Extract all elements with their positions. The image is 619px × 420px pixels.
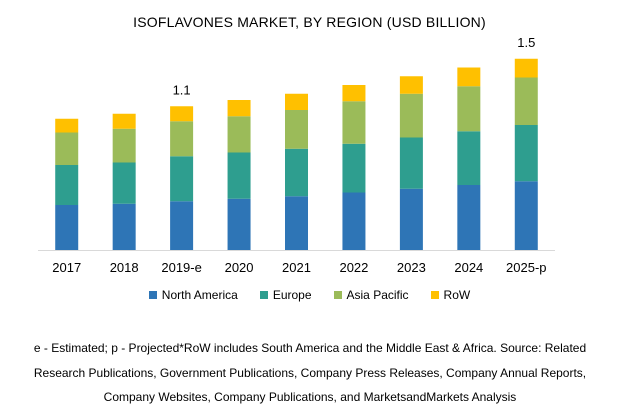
- bar-segment: [514, 125, 538, 182]
- footnote-line: Research Publications, Government Public…: [33, 365, 587, 380]
- x-tick-label: 2023: [397, 260, 426, 275]
- bar-segment: [457, 185, 481, 250]
- legend-label: Europe: [272, 288, 312, 302]
- legend: North America Europe Asia Pacific RoW: [0, 288, 619, 302]
- x-tick-label: 2020: [225, 260, 254, 275]
- bar-segment: [170, 106, 194, 122]
- bar-segment: [227, 152, 251, 199]
- x-tick-label: 2019-e: [161, 260, 201, 275]
- bar-segment: [342, 143, 366, 193]
- bar-segment: [55, 132, 79, 165]
- x-tick-label: 2024: [454, 260, 483, 275]
- legend-swatch: [148, 291, 157, 299]
- legend-item-asia-pacific: Asia Pacific: [333, 288, 409, 302]
- bar-segment: [227, 100, 251, 117]
- legend-swatch: [333, 291, 342, 299]
- bar-segment: [227, 116, 251, 153]
- bar-segment: [285, 110, 308, 149]
- footnote-line: e - Estimated; p - Projected*RoW include…: [33, 341, 587, 355]
- legend-label: Asia Pacific: [346, 288, 409, 302]
- bar-segment: [457, 131, 481, 185]
- bar-segment: [55, 118, 79, 133]
- bar-segment: [457, 67, 481, 87]
- bar-segment: [342, 192, 366, 250]
- bar-segment: [112, 203, 136, 250]
- bar-segment: [170, 201, 194, 250]
- bar-segment: [285, 148, 308, 197]
- legend-label: North America: [161, 288, 238, 302]
- bar-segment: [399, 137, 423, 189]
- bar-segment: [170, 121, 194, 157]
- bar-segment: [55, 165, 79, 205]
- bars-group: [55, 58, 538, 250]
- x-tick-label: 2021: [282, 260, 311, 275]
- legend-swatch: [430, 291, 439, 299]
- bar-segment: [514, 77, 538, 125]
- footnote: e - Estimated; p - Projected*RoW include…: [20, 336, 600, 410]
- legend-item-row: RoW: [430, 288, 471, 302]
- x-tick-label: 2017: [52, 260, 81, 275]
- footnote-line: Company Websites, Company Publications, …: [103, 390, 517, 404]
- bar-segment: [399, 188, 423, 250]
- bar-segment: [170, 156, 194, 202]
- x-tick-labels: 2017 2018 2019-e 2020 2021 2022 2023 2024 2025-p: [52, 260, 546, 275]
- data-label: 1.5: [517, 35, 535, 50]
- x-tick-label: 2022: [339, 260, 368, 275]
- bar-segment: [112, 162, 136, 204]
- bar-segment: [112, 128, 136, 163]
- bar-segment: [342, 101, 366, 144]
- legend-item-north-america: North America: [148, 288, 238, 302]
- bar-segment: [514, 181, 538, 250]
- bar-segment: [342, 85, 366, 102]
- bar-segment: [399, 93, 423, 138]
- bar-segment: [399, 76, 423, 94]
- bar-segment: [112, 113, 136, 129]
- x-tick-label: 2018: [110, 260, 139, 275]
- legend-item-europe: Europe: [259, 288, 312, 302]
- bar-segment: [285, 93, 308, 110]
- chart-title: ISOFLAVONES MARKET, BY REGION (USD BILLI…: [133, 14, 486, 30]
- legend-swatch: [259, 291, 268, 299]
- data-label: 1.1: [173, 82, 191, 97]
- data-labels: 1.1 1.5: [173, 35, 536, 98]
- bar-segment: [285, 196, 308, 250]
- x-tick-label: 2025-p: [506, 260, 546, 275]
- bar-segment: [55, 205, 79, 250]
- legend-label: RoW: [443, 288, 471, 302]
- bar-segment: [227, 198, 251, 250]
- bar-segment: [457, 86, 481, 132]
- bar-segment: [514, 58, 538, 78]
